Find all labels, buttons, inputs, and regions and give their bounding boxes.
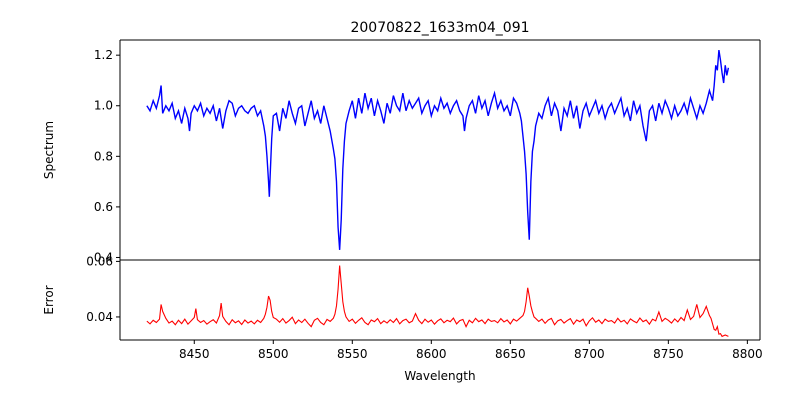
spectrum-y-ticks: 0.4 0.6 0.8 1.0 1.2 [94, 48, 120, 264]
error-y-tick-label: 0.04 [86, 310, 113, 324]
x-tick-label: 8700 [574, 347, 605, 361]
spectrum-panel: 0.4 0.6 0.8 1.0 1.2 Spectrum [42, 39, 761, 264]
x-tick-label: 8450 [179, 347, 210, 361]
error-line [146, 265, 729, 338]
x-tick-label: 8750 [653, 347, 684, 361]
error-y-axis-label: Error [42, 285, 56, 314]
spectrum-y-tick-label: 1.2 [94, 48, 113, 62]
spectrum-y-tick-label: 1.0 [94, 99, 113, 113]
spectrum-y-tick-label: 0.4 [94, 250, 113, 264]
x-axis-label: Wavelength [404, 369, 475, 383]
x-tick-label: 8600 [416, 347, 447, 361]
wavelength-x-ticks: 8450 8500 8550 8600 8650 8700 8750 8800 [179, 340, 763, 361]
spectrum-y-axis-label: Spectrum [42, 121, 56, 179]
x-tick-label: 8550 [337, 347, 368, 361]
error-y-ticks: 0.04 0.06 [86, 254, 120, 324]
x-tick-label: 8500 [258, 347, 289, 361]
error-panel: 0.04 0.06 8450 8500 8550 8600 8650 8700 8750 880… [42, 254, 763, 383]
spectrum-y-tick-label: 0.8 [94, 149, 113, 163]
spectrum-line [146, 50, 730, 250]
chart-title: 20070822_1633m04_091 [350, 20, 529, 36]
x-tick-label: 8650 [495, 347, 526, 361]
x-tick-label: 8800 [732, 347, 763, 361]
spectrum-y-tick-label: 0.6 [94, 200, 113, 214]
error-y-tick-label: 0.06 [86, 254, 113, 268]
